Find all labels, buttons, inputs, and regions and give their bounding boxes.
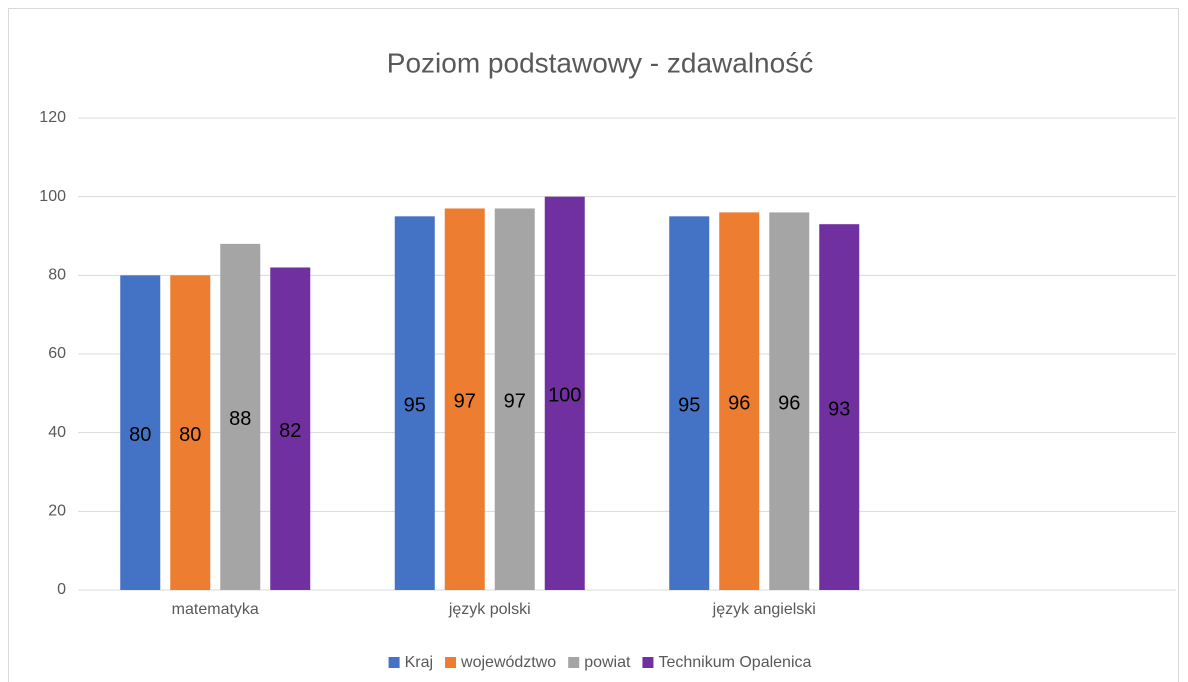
data-label: 95 [678,394,700,416]
y-tick-label: 60 [48,345,66,362]
data-label: 82 [279,420,301,442]
data-label: 97 [504,391,526,413]
y-tick-label: 20 [48,503,66,520]
legend-swatch [642,657,654,668]
bar [444,208,485,590]
data-label: 95 [404,394,426,416]
bar [170,275,211,590]
data-label: 88 [229,408,251,430]
bar [544,196,585,590]
data-label: 97 [454,391,476,413]
bar [819,224,860,590]
y-tick-label: 40 [48,424,66,441]
bar [120,275,161,590]
bar [220,243,261,590]
bar [719,212,760,590]
data-label: 96 [728,392,750,414]
legend-label: powiat [584,654,631,671]
x-tick-label: język polski [448,601,531,618]
y-tick-label: 0 [57,581,66,598]
data-label: 96 [778,392,800,414]
bar [769,212,810,590]
legend-swatch [445,657,457,668]
bar [270,267,311,590]
bar [494,208,535,590]
y-tick-label: 80 [48,267,66,284]
legend-swatch [388,657,400,668]
y-tick-label: 100 [39,188,66,205]
y-tick-label: 120 [39,109,66,126]
legend-label: województwo [460,654,556,671]
legend-label: Kraj [405,654,433,671]
legend-swatch [568,657,580,668]
data-label: 100 [548,385,581,407]
x-tick-label: matematyka [172,601,259,618]
data-label: 80 [129,424,151,446]
data-label: 93 [828,398,850,420]
x-tick-label: język angielski [712,601,816,618]
data-label: 80 [179,424,201,446]
chart-title: Poziom podstawowy - zdawalność [387,47,813,78]
bar [394,216,435,591]
bar [669,216,710,591]
legend-label: Technikum Opalenica [658,654,811,671]
